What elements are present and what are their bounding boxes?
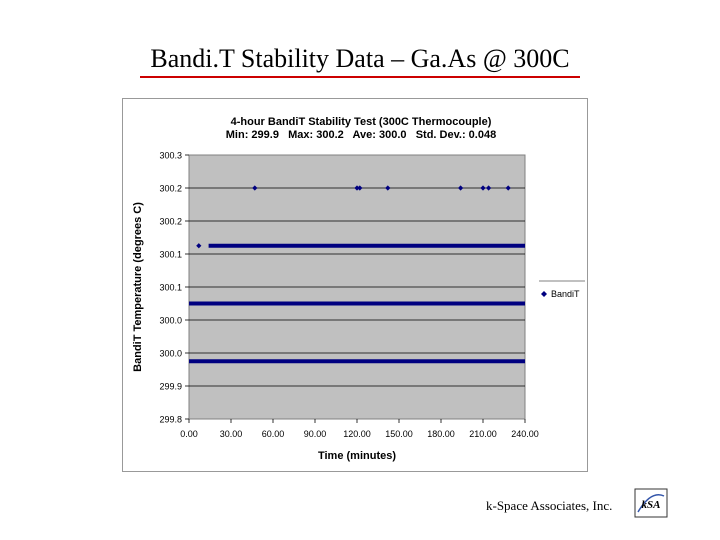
legend: BandiT	[539, 280, 585, 299]
x-tick-label: 150.00	[385, 429, 413, 439]
x-axis-label: Time (minutes)	[318, 450, 396, 462]
data-point	[357, 185, 363, 191]
logo-text: kSA	[642, 499, 661, 511]
y-tick-label: 300.2	[159, 184, 182, 194]
data-point	[458, 185, 464, 191]
data-point	[196, 243, 202, 249]
y-tick-label: 300.2	[159, 217, 182, 227]
ksa-logo: kSA	[634, 488, 668, 518]
data-point	[486, 185, 492, 191]
slide-title: Bandi.T Stability Data – Ga.As @ 300C	[150, 44, 570, 73]
x-tick-label: 30.00	[220, 429, 243, 439]
title-underline	[140, 76, 580, 78]
data-point	[354, 185, 360, 191]
stability-chart: 4-hour BandiT Stability Test (300C Therm…	[132, 116, 585, 462]
y-tick-label: 300.0	[159, 349, 182, 359]
y-axis-label: BandiT Temperature (degrees C)	[132, 202, 144, 372]
x-tick-label: 180.00	[427, 429, 455, 439]
data-point	[505, 185, 511, 191]
y-tick-label: 300.3	[159, 151, 182, 161]
y-tick-label: 300.1	[159, 250, 182, 260]
y-tick-label: 300.1	[159, 283, 182, 293]
y-tick-label: 299.8	[159, 415, 182, 425]
x-tick-label: 90.00	[304, 429, 327, 439]
legend-marker	[541, 291, 547, 297]
data-point	[480, 185, 486, 191]
x-tick-label: 60.00	[262, 429, 285, 439]
data-point	[385, 185, 391, 191]
x-tick-label: 240.00	[511, 429, 539, 439]
x-tick-label: 210.00	[469, 429, 497, 439]
legend-entry: BandiT	[551, 289, 580, 299]
x-tick-label: 120.00	[343, 429, 371, 439]
footer-company: k-Space Associates, Inc.	[486, 498, 613, 513]
y-tick-label: 300.0	[159, 316, 182, 326]
y-tick-label: 299.9	[159, 382, 182, 392]
chart-frame: 4-hour BandiT Stability Test (300C Therm…	[122, 98, 588, 472]
chart-subtitle: Min: 299.9 Max: 300.2 Ave: 300.0 Std. De…	[226, 129, 496, 141]
x-tick-label: 0.00	[180, 429, 198, 439]
chart-title: 4-hour BandiT Stability Test (300C Therm…	[231, 116, 492, 128]
